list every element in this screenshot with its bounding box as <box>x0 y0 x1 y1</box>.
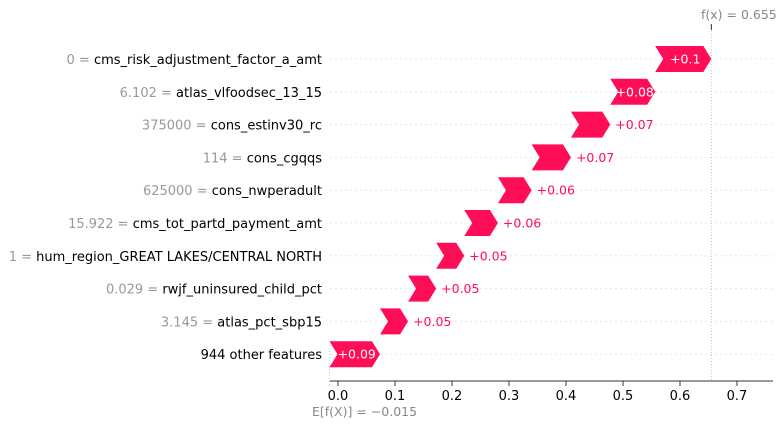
feature-label: 625000 = cons_nwperadult <box>143 184 322 199</box>
x-tick-label: 0.2 <box>442 389 463 404</box>
shap-bar <box>464 210 498 236</box>
shap-bar <box>531 144 571 171</box>
x-tick-label: 0.1 <box>385 389 406 404</box>
feature-label: 375000 = cons_estinv30_rc <box>142 119 322 134</box>
feature-label: 1 = hum_region_GREAT LAKES/CENTRAL NORTH <box>9 250 322 265</box>
bar-value-label: +0.05 <box>413 314 451 329</box>
feature-label: 944 other features <box>201 348 323 363</box>
x-tick-label: 0.4 <box>556 389 577 404</box>
fx-value-label: f(x) = 0.655 <box>701 7 777 22</box>
feature-label: 0.029 = rwjf_uninsured_child_pct <box>106 283 322 298</box>
bar-value-label: +0.05 <box>469 248 507 263</box>
shap-bar <box>408 275 437 302</box>
bar-value-label: +0.07 <box>576 150 614 165</box>
feature-label: 3.145 = atlas_pct_sbp15 <box>161 315 322 330</box>
bar-value-label: +0.07 <box>615 117 653 132</box>
feature-label: 0 = cms_risk_adjustment_factor_a_amt <box>67 53 323 68</box>
bar-value-label: +0.1 <box>670 52 700 67</box>
base-value-label: E[f(X)] = −0.015 <box>312 404 417 419</box>
x-tick-label: 0.6 <box>670 389 691 404</box>
x-tick-label: 0.3 <box>499 389 520 404</box>
shap-bar <box>379 308 409 335</box>
shap-bar <box>570 111 611 138</box>
bar-value-label: +0.06 <box>537 183 575 198</box>
shap-bar <box>655 46 712 72</box>
bar-value-label: +0.06 <box>503 216 541 231</box>
x-tick-label: 0.7 <box>727 389 748 404</box>
shap-bar <box>497 177 532 204</box>
shap-bar <box>436 242 465 269</box>
feature-label: 6.102 = atlas_vlfoodsec_13_15 <box>120 86 322 101</box>
feature-label: 114 = cons_cgqqs <box>203 151 323 166</box>
bar-value-label: +0.05 <box>441 281 479 296</box>
shap-bar <box>329 341 380 368</box>
x-tick-label: 0.5 <box>613 389 634 404</box>
shap-bar <box>610 78 656 105</box>
feature-label: 15.922 = cms_tot_partd_payment_amt <box>68 217 322 232</box>
bar-value-label: +0.08 <box>616 84 654 99</box>
bar-value-label: +0.09 <box>338 347 376 362</box>
x-tick-label: 0.0 <box>328 389 349 404</box>
